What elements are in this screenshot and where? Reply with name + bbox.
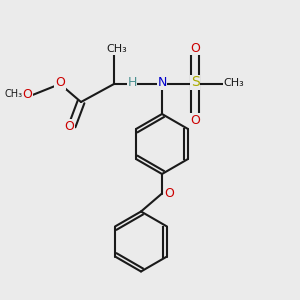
- Text: H: H: [127, 76, 137, 89]
- Text: O: O: [55, 76, 65, 89]
- Text: O: O: [22, 88, 32, 101]
- Text: N: N: [157, 76, 167, 89]
- Text: O: O: [190, 113, 200, 127]
- Text: O: O: [190, 41, 200, 55]
- Text: S: S: [190, 76, 200, 89]
- Text: O: O: [64, 119, 74, 133]
- Text: O: O: [165, 187, 174, 200]
- Text: CH₃: CH₃: [4, 89, 22, 100]
- Text: CH₃: CH₃: [106, 44, 128, 55]
- Text: CH₃: CH₃: [224, 77, 244, 88]
